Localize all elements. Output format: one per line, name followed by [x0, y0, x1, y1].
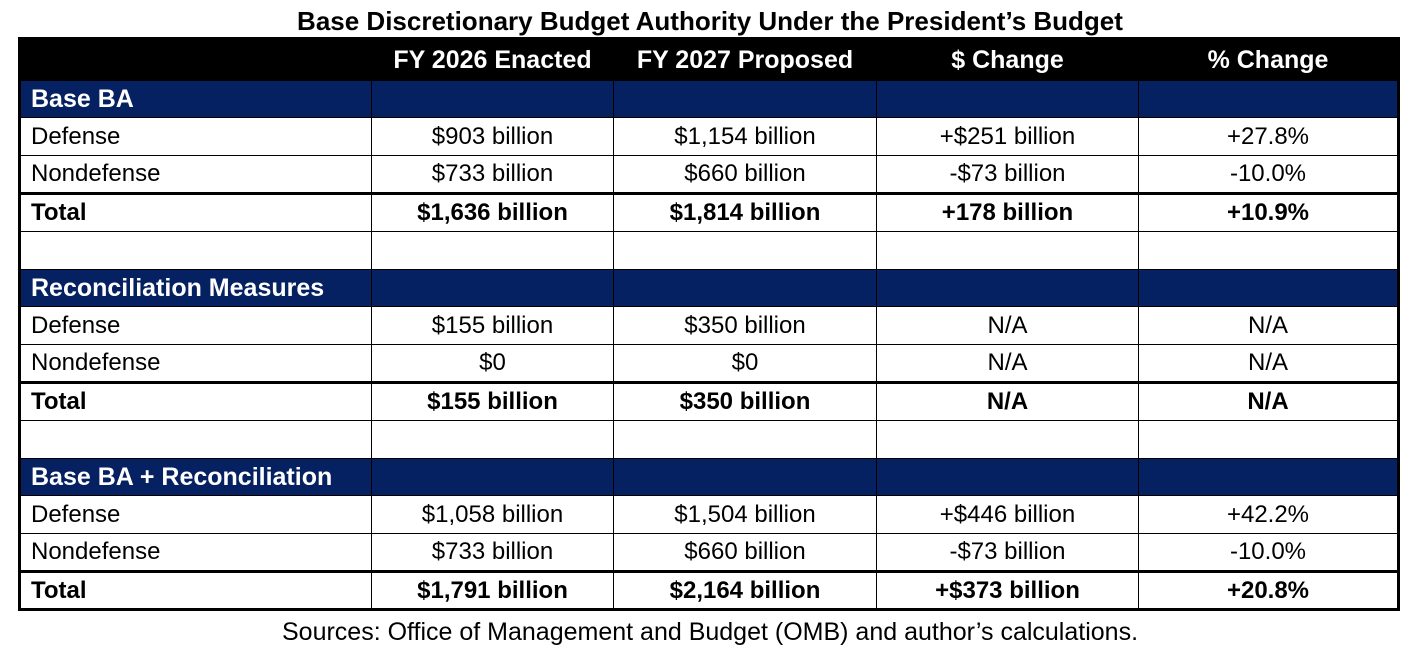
cell-value: -10.0% [1138, 533, 1399, 572]
cell-value: $903 billion [371, 117, 614, 156]
section-header-row-base-ba: Base BA [19, 80, 1399, 118]
section-header-row-reconciliation: Reconciliation Measures [19, 269, 1399, 307]
cell-value: $155 billion [371, 381, 614, 421]
spacer-row [19, 231, 1399, 270]
table-row: Defense $155 billion $350 billion N/A N/… [19, 306, 1399, 345]
cell-value: +178 billion [876, 192, 1139, 232]
cell-value: +$446 billion [876, 495, 1139, 534]
page-title: Base Discretionary Budget Authority Unde… [297, 6, 1123, 36]
cell-value: $1,504 billion [613, 495, 877, 534]
cell-value: $1,791 billion [371, 570, 614, 610]
empty-cell [613, 420, 877, 459]
cell-value: $0 [371, 344, 614, 383]
cell-value: $1,154 billion [613, 117, 877, 156]
budget-table: FY 2026 Enacted FY 2027 Proposed $ Chang… [18, 37, 1400, 611]
cell-value: $1,814 billion [613, 192, 877, 232]
empty-cell [371, 231, 614, 270]
column-header-dollar-change: $ Change [876, 38, 1139, 81]
empty-cell [371, 458, 614, 496]
empty-cell [19, 231, 372, 270]
table-row: Nondefense $733 billion $660 billion -$7… [19, 155, 1399, 194]
empty-cell [613, 80, 877, 118]
empty-cell [876, 458, 1139, 496]
empty-cell [1138, 420, 1399, 459]
row-label: Total [19, 381, 372, 421]
cell-value: $660 billion [613, 155, 877, 194]
cell-value: +$251 billion [876, 117, 1139, 156]
cell-value: +42.2% [1138, 495, 1399, 534]
empty-cell [1138, 269, 1399, 307]
row-label: Defense [19, 495, 372, 534]
cell-value: $350 billion [613, 381, 877, 421]
cell-value: N/A [876, 381, 1139, 421]
table-row: Defense $903 billion $1,154 billion +$25… [19, 117, 1399, 156]
row-label: Nondefense [19, 344, 372, 383]
empty-cell [371, 269, 614, 307]
empty-cell [1138, 458, 1399, 496]
column-header-row-label [19, 38, 372, 81]
column-header-fy2027-proposed: FY 2027 Proposed [613, 38, 877, 81]
cell-value: $733 billion [371, 155, 614, 194]
empty-cell [876, 420, 1139, 459]
cell-value: $155 billion [371, 306, 614, 345]
cell-value: +10.9% [1138, 192, 1399, 232]
table-row: Nondefense $733 billion $660 billion -$7… [19, 533, 1399, 572]
empty-cell [371, 80, 614, 118]
source-note: Sources: Office of Management and Budget… [281, 618, 1139, 646]
cell-value: $0 [613, 344, 877, 383]
empty-cell [876, 269, 1139, 307]
table-header-row: FY 2026 Enacted FY 2027 Proposed $ Chang… [19, 38, 1399, 81]
cell-value: N/A [876, 344, 1139, 383]
table-row: Defense $1,058 billion $1,504 billion +$… [19, 495, 1399, 534]
empty-cell [371, 420, 614, 459]
cell-value: N/A [876, 306, 1139, 345]
section-label: Base BA + Reconciliation [19, 458, 372, 496]
cell-value: -$73 billion [876, 155, 1139, 194]
cell-value: -$73 billion [876, 533, 1139, 572]
cell-value: $660 billion [613, 533, 877, 572]
cell-value: +27.8% [1138, 117, 1399, 156]
empty-cell [613, 458, 877, 496]
column-header-percent-change: % Change [1138, 38, 1399, 81]
cell-value: $1,636 billion [371, 192, 614, 232]
cell-value: -10.0% [1138, 155, 1399, 194]
cell-value: N/A [1138, 344, 1399, 383]
table-row: Nondefense $0 $0 N/A N/A [19, 344, 1399, 383]
empty-cell [613, 231, 877, 270]
cell-value: +$373 billion [876, 570, 1139, 610]
empty-cell [876, 80, 1139, 118]
row-label: Nondefense [19, 533, 372, 572]
cell-value: $733 billion [371, 533, 614, 572]
row-label: Defense [19, 117, 372, 156]
row-label: Defense [19, 306, 372, 345]
cell-value: N/A [1138, 306, 1399, 345]
table-row-total: Total $155 billion $350 billion N/A N/A [19, 381, 1399, 421]
section-header-row-base-ba-plus-reconciliation: Base BA + Reconciliation [19, 458, 1399, 496]
cell-value: N/A [1138, 381, 1399, 421]
empty-cell [1138, 231, 1399, 270]
empty-cell [613, 269, 877, 307]
table-row-total: Total $1,636 billion $1,814 billion +178… [19, 192, 1399, 232]
table-row-total: Total $1,791 billion $2,164 billion +$37… [19, 570, 1399, 610]
cell-value: $2,164 billion [613, 570, 877, 610]
empty-cell [1138, 80, 1399, 118]
empty-cell [19, 420, 372, 459]
empty-cell [876, 231, 1139, 270]
section-label: Base BA [19, 80, 372, 118]
cell-value: $1,058 billion [371, 495, 614, 534]
spacer-row [19, 420, 1399, 459]
cell-value: +20.8% [1138, 570, 1399, 610]
row-label: Total [19, 192, 372, 232]
section-label: Reconciliation Measures [19, 269, 372, 307]
row-label: Total [19, 570, 372, 610]
row-label: Nondefense [19, 155, 372, 194]
cell-value: $350 billion [613, 306, 877, 345]
column-header-fy2026-enacted: FY 2026 Enacted [371, 38, 614, 81]
